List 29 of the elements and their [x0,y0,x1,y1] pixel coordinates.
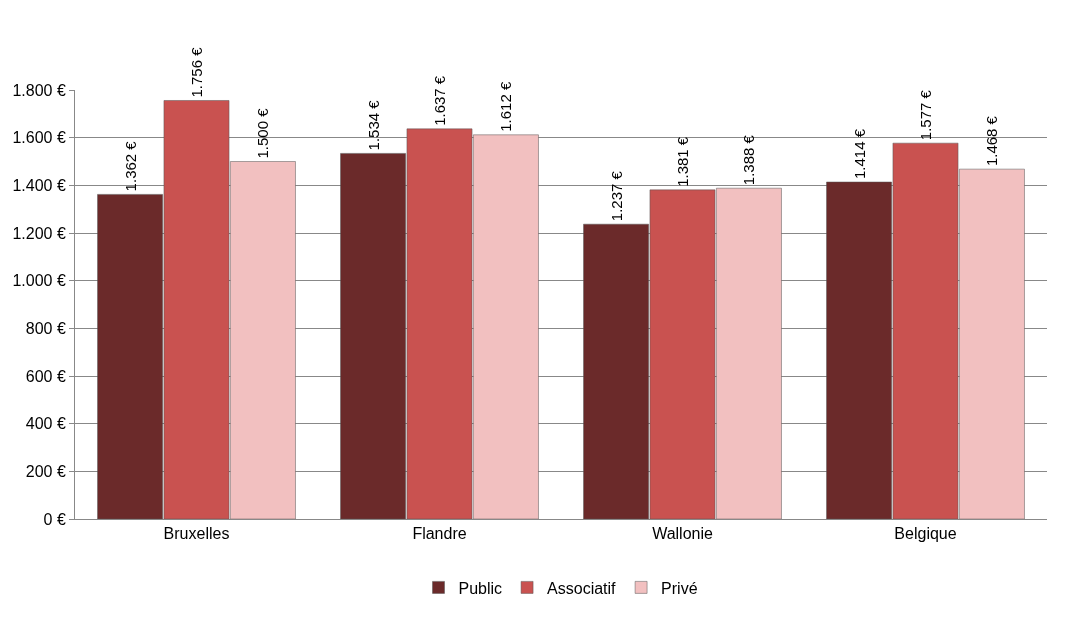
data-label: 1.756 € [188,46,205,98]
data-label: 1.468 € [983,115,1001,167]
y-tick-label: 0 € [43,510,66,528]
y-tick-label: 1.000 € [12,272,66,290]
data-label: 1.577 € [917,89,934,141]
legend-label: Privé [661,579,698,597]
y-tick-label: 800 € [25,319,66,337]
data-label: 1.500 € [254,107,272,159]
y-tick-label: 600 € [25,367,66,385]
data-label: 1.612 € [497,81,515,132]
y-tick-label: 1.400 € [12,176,66,194]
data-label: 1.381 € [674,136,691,187]
data-label: 1.362 € [121,140,139,192]
data-label: 1.388 € [740,134,758,186]
legend-label: Associatif [547,579,617,597]
data-label: 1.237 € [607,170,625,222]
y-tick-label: 200 € [25,462,66,480]
data-label: 1.637 € [431,75,448,126]
y-tick-label: 1.600 € [12,129,66,147]
y-tick-label: 400 € [25,415,66,433]
x-tick-label: Wallonie [652,525,713,543]
x-tick-label: Bruxelles [163,525,230,543]
legend-label: Public [458,579,503,597]
y-tick-label: 1.800 € [12,81,66,99]
data-label: 1.534 € [364,99,382,151]
data-label: 1.414 € [850,128,868,179]
x-tick-label: Belgique [894,525,957,543]
x-tick-label: Flandre [412,525,467,543]
y-tick-label: 1.200 € [12,224,66,242]
